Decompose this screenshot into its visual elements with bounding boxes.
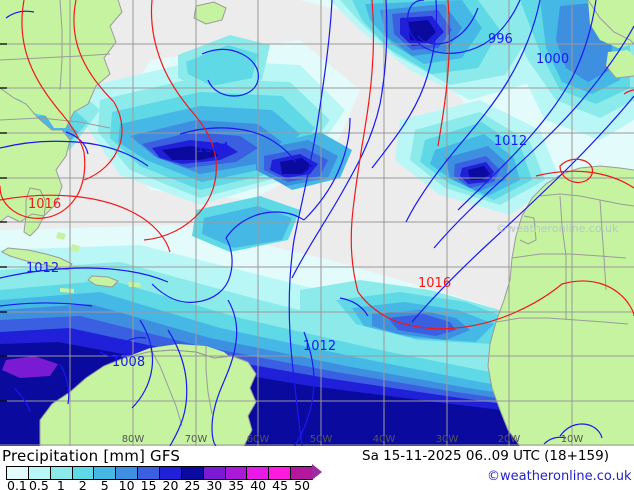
colorbar-swatch-11: [247, 467, 270, 479]
isobar-label: 1016: [28, 197, 61, 212]
lon-tick-30w: 30W: [435, 434, 459, 445]
colorbar-swatch-2: [50, 467, 73, 479]
land-newfoundland: [194, 2, 226, 24]
isobars-low: [0, 0, 634, 446]
lon-tick-70w: 70W: [184, 434, 208, 445]
landmasses: [0, 0, 634, 446]
isobar-label: 1004: [196, 141, 229, 156]
lon-tick-40w: 40W: [372, 434, 396, 445]
colorbar-swatch-1: [28, 467, 51, 479]
colorbar-swatch-12: [269, 467, 292, 479]
valid-time-label: Sa 15-11-2025 06..09 UTC (18+159): [362, 448, 609, 464]
colorbar-swatch-4: [94, 467, 117, 479]
colorbar-tick-2: 2: [78, 478, 87, 490]
colorbar-swatch-5: [116, 467, 139, 479]
colorbar-tick-5: 5: [100, 478, 109, 490]
isobar-label: 1012: [26, 261, 59, 276]
colorbar-tick-1: 1: [56, 478, 65, 490]
map-canvas: 996 1000 1004 1012 1016 1012 1016 1008 1…: [0, 0, 634, 446]
colorbar-tick-0.1: 0.1: [7, 478, 27, 490]
land-canary-region: [606, 50, 634, 78]
copyright-credit[interactable]: ©weatheronline.co.uk: [487, 469, 632, 484]
legend-footer: Precipitation [mm] GFS Sa 15-11-2025 06.…: [0, 446, 634, 490]
colorbar-swatch-3: [72, 467, 95, 479]
colorbar-tick-10: 10: [118, 478, 135, 490]
precipitation-map[interactable]: 996 1000 1004 1012 1016 1012 1016 1008 1…: [0, 0, 634, 446]
lon-tick-20w: 20W: [497, 434, 521, 445]
grid-lines: [0, 0, 634, 446]
colorbar-tick-40: 40: [250, 478, 267, 490]
land-florida: [24, 188, 46, 236]
isobar-label: 1012: [303, 339, 336, 354]
lon-tick-60w: 60W: [246, 434, 270, 445]
colorbar-swatch-6: [138, 467, 161, 479]
precipitation-colorbar[interactable]: [6, 466, 313, 480]
land-cuba: [2, 248, 72, 270]
land-appalachia: [0, 88, 70, 222]
latitude-ticks: [0, 43, 7, 402]
isobar-label: 996: [488, 32, 513, 47]
map-watermark: ©weatheronline.co.uk: [496, 222, 619, 235]
lon-tick-10w: 10W: [560, 434, 584, 445]
colorbar-tick-20: 20: [162, 478, 179, 490]
colorbar-tick-25: 25: [184, 478, 201, 490]
land-puerto-rico: [128, 282, 141, 287]
coastlines: [0, 0, 634, 446]
isobar-label: 1016: [418, 276, 451, 291]
colorbar-swatch-7: [160, 467, 182, 479]
legend-title: Precipitation [mm] GFS: [2, 447, 181, 465]
colorbar-swatch-0: [7, 467, 29, 479]
colorbar-tick-15: 15: [140, 478, 157, 490]
colorbar-tick-30: 30: [206, 478, 223, 490]
colorbar-tick-50: 50: [294, 478, 310, 490]
colorbar-tick-35: 35: [228, 478, 245, 490]
land-bahamas: [56, 232, 80, 252]
colorbar-swatch-9: [203, 467, 226, 479]
colorbar-tick-45: 45: [272, 478, 289, 490]
lon-tick-50w: 50W: [309, 434, 333, 445]
isobar-labels: 996 1000 1004 1012 1016 1012 1016 1008 1…: [26, 32, 569, 370]
land-west-africa: [488, 166, 634, 446]
colorbar-tick-0.5: 0.5: [28, 478, 49, 490]
isobar-label: 1008: [112, 355, 145, 370]
colorbar-swatch-13: [291, 467, 313, 479]
colorbar-overflow-arrow-icon: [312, 464, 322, 480]
colorbar-tick-labels: 0.1 0.5 1 2 5 10 15 20 25 30 35 40 45 50: [0, 478, 320, 490]
isobars-high: [0, 0, 634, 330]
isobar-label: 1012: [494, 134, 527, 149]
colorbar-swatch-10: [225, 467, 248, 479]
isobar-label: 1000: [536, 52, 569, 67]
lon-tick-80w: 80W: [121, 434, 145, 445]
colorbar-swatch-8: [181, 467, 204, 479]
